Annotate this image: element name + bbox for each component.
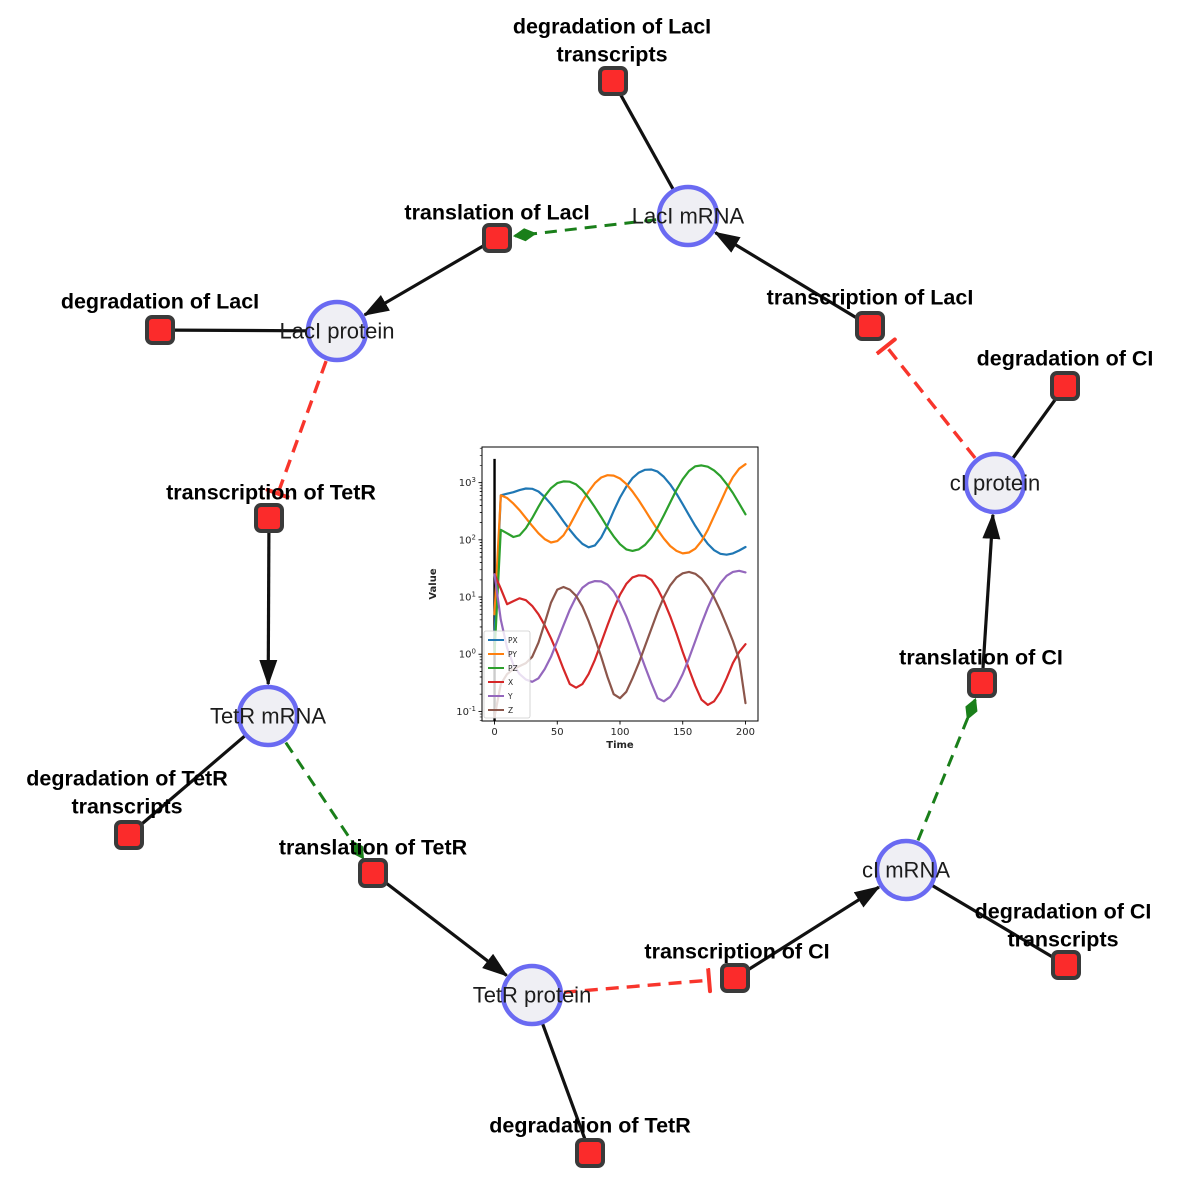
legend-entry-label-Z: Z bbox=[508, 706, 513, 715]
reaction-node-tl-tetr bbox=[358, 858, 388, 888]
series-line-Z bbox=[493, 570, 747, 719]
reaction-node-deg-ci bbox=[1050, 371, 1080, 401]
reaction-label-deg-tetr-line-0: degradation of TetR bbox=[489, 1114, 691, 1138]
species-label-laci-protein: LacI protein bbox=[280, 319, 395, 344]
species-node-laci-mrna bbox=[656, 184, 720, 248]
edge-inhibition-tetr-protein-to-tx-ci bbox=[563, 980, 709, 994]
reaction-label-tx-ci-line-0: transcription of CI bbox=[644, 940, 829, 964]
reaction-label-deg-ci-tx-line-1: transcripts bbox=[1007, 928, 1118, 952]
edge-inhibition-ci-protein-to-tx-laci bbox=[886, 346, 977, 460]
x-tick-label-150: 150 bbox=[673, 727, 692, 738]
series-line-PY bbox=[493, 463, 747, 616]
species-node-tetr-mrna bbox=[236, 684, 300, 748]
reaction-node-deg-tetr bbox=[575, 1138, 605, 1168]
species-node-tetr-protein bbox=[500, 963, 564, 1027]
species-label-ci-protein: cI protein bbox=[950, 471, 1041, 496]
edge-production-tl-ci-to-ci-protein bbox=[981, 512, 1001, 669]
edge-link-laci-protein-to-deg-laci bbox=[173, 328, 307, 333]
y-tick-label-1e0: 100 bbox=[459, 648, 476, 661]
y-tick-label-1e3: 103 bbox=[459, 476, 476, 489]
y-tick-label-1e-1: 10-1 bbox=[456, 705, 476, 718]
species-node-ci-mrna bbox=[874, 838, 938, 902]
edge-link-laci-mrna-to-deg-laci-tx bbox=[618, 92, 675, 190]
species-label-tetr-mrna: TetR mRNA bbox=[210, 704, 326, 729]
edge-production-tx-laci-to-laci-mrna bbox=[713, 231, 859, 320]
edge-production-tx-ci-to-ci-mrna bbox=[746, 885, 881, 972]
species-node-laci-protein bbox=[305, 299, 369, 363]
reaction-node-deg-laci-tx bbox=[598, 66, 628, 96]
legend-entry-label-PX: PX bbox=[508, 636, 518, 645]
series-line-PZ bbox=[493, 464, 747, 656]
reaction-label-deg-ci-line-0: degradation of CI bbox=[977, 347, 1154, 371]
legend-entry-label-Y: Y bbox=[507, 692, 513, 701]
reaction-node-deg-tetr-tx bbox=[114, 820, 144, 850]
y-tick-label-1e2: 102 bbox=[459, 533, 476, 546]
nodes-group bbox=[114, 66, 1081, 1168]
reaction-node-deg-laci bbox=[145, 315, 175, 345]
species-node-ci-protein bbox=[963, 451, 1027, 515]
reaction-label-deg-laci-tx-line-1: transcripts bbox=[556, 43, 667, 67]
edge-modifier-tetr-mrna-to-tl-tetr bbox=[284, 741, 365, 860]
edge-inhibition-laci-protein-to-tx-tetr bbox=[278, 360, 328, 494]
x-tick-label-50: 50 bbox=[551, 727, 564, 738]
reaction-label-tl-laci-line-0: translation of LacI bbox=[404, 201, 589, 225]
edge-link-tetr-mrna-to-deg-tetr-tx bbox=[138, 734, 246, 828]
reaction-node-deg-ci-tx bbox=[1051, 950, 1081, 980]
edge-production-tl-tetr-to-tetr-protein bbox=[383, 880, 509, 977]
reaction-node-tl-ci bbox=[967, 668, 997, 698]
reaction-label-tl-ci-line-0: translation of CI bbox=[899, 646, 1063, 670]
y-axis-label: Value bbox=[428, 568, 439, 599]
chart-legend: PX PY PZ XYZ bbox=[483, 630, 531, 719]
reaction-node-tx-laci bbox=[855, 311, 885, 341]
legend-entry-label-X: X bbox=[508, 678, 513, 687]
edge-modifier-ci-mrna-to-tl-ci bbox=[916, 697, 978, 841]
edge-production-tx-tetr-to-tetr-mrna bbox=[259, 532, 278, 686]
x-tick-label-200: 200 bbox=[736, 727, 755, 738]
x-tick-label-100: 100 bbox=[610, 727, 629, 738]
legend-entry-label-PZ: PZ bbox=[508, 664, 518, 673]
reaction-label-tx-laci-line-0: transcription of LacI bbox=[767, 286, 974, 310]
legend-box bbox=[483, 630, 531, 719]
species-label-laci-mrna: LacI mRNA bbox=[632, 204, 745, 229]
series-line-Y bbox=[493, 569, 747, 703]
reaction-node-tl-laci bbox=[482, 223, 512, 253]
x-axis-label: Time bbox=[606, 740, 634, 751]
edge-production-tl-laci-to-laci-protein bbox=[362, 244, 485, 317]
reaction-label-deg-ci-tx-line-0: degradation of CI bbox=[975, 900, 1152, 924]
reaction-label-deg-tetr-tx-line-0: degradation of TetR bbox=[26, 767, 228, 791]
series-line-X bbox=[493, 573, 747, 706]
legend-entry-label-PY: PY bbox=[508, 650, 517, 659]
reaction-label-deg-laci-tx-line-0: degradation of LacI bbox=[513, 15, 711, 39]
edge-modifier-laci-mrna-to-tl-laci bbox=[512, 218, 657, 242]
inset-timeseries-chart: 0 50 100 150 20010-1100101102103TimeValuePXP… bbox=[428, 446, 759, 751]
species-label-ci-mrna: cI mRNA bbox=[862, 858, 950, 883]
labels-group: degradation of LacI transcripts translatio… bbox=[26, 15, 1153, 1138]
edges-group bbox=[138, 92, 1059, 1141]
reaction-label-deg-laci-line-0: degradation of LacI bbox=[61, 290, 259, 314]
reaction-node-tx-tetr bbox=[254, 503, 284, 533]
reaction-label-deg-tetr-tx-line-1: transcripts bbox=[71, 795, 182, 819]
edge-link-tetr-protein-to-deg-tetr bbox=[541, 1023, 587, 1141]
x-tick-label-0: 0 bbox=[491, 727, 497, 738]
reaction-label-tx-tetr-line-0: transcription of TetR bbox=[166, 481, 376, 505]
species-label-tetr-protein: TetR protein bbox=[473, 983, 592, 1008]
edge-link-ci-mrna-to-deg-ci-tx bbox=[931, 884, 1055, 960]
reaction-node-tx-ci bbox=[720, 963, 750, 993]
reaction-label-tl-tetr-line-0: translation of TetR bbox=[279, 836, 468, 860]
edge-link-ci-protein-to-deg-ci bbox=[1011, 396, 1059, 459]
y-tick-label-1e1: 101 bbox=[459, 591, 476, 604]
